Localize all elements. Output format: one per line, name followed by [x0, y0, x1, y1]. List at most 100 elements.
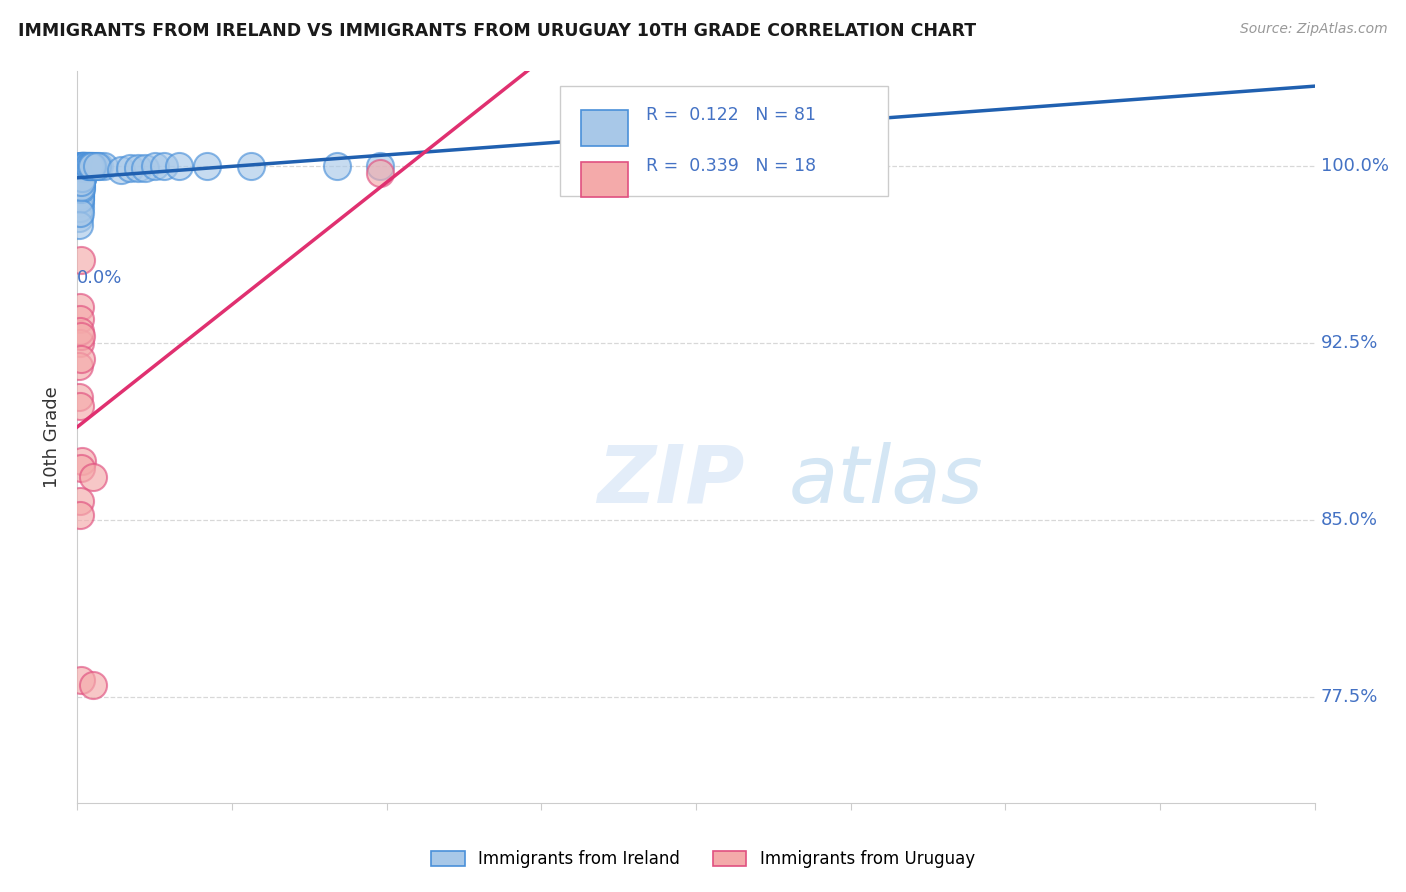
Point [76, 159, 98, 173]
Point [69, 192, 91, 206]
Point [83, 159, 105, 173]
Text: R =  0.339   N = 18: R = 0.339 N = 18 [647, 158, 817, 176]
Point [69, 493, 91, 508]
Point [69, 182, 91, 196]
Point [69, 180, 91, 194]
Point [69, 173, 91, 187]
Y-axis label: 10th Grade: 10th Grade [44, 386, 62, 488]
Point [69, 301, 91, 315]
Point [70, 166, 93, 180]
Text: Source: ZipAtlas.com: Source: ZipAtlas.com [1240, 22, 1388, 37]
Text: R =  0.122   N = 81: R = 0.122 N = 81 [647, 106, 817, 124]
Point [195, 159, 218, 173]
Point [69, 352, 91, 367]
Point [93, 159, 115, 173]
Point [73, 161, 96, 175]
Point [69, 312, 91, 326]
FancyBboxPatch shape [581, 111, 628, 145]
Point [70, 161, 93, 175]
Point [69, 170, 91, 185]
Point [69, 182, 91, 196]
Text: 77.5%: 77.5% [1320, 688, 1378, 706]
Point [69, 175, 91, 189]
Point [80, 159, 103, 173]
Point [69, 163, 91, 178]
Point [69, 168, 91, 182]
Point [70, 673, 93, 687]
Point [370, 166, 392, 180]
Point [82, 678, 104, 692]
Point [70, 161, 93, 175]
Text: 100.0%: 100.0% [1320, 157, 1389, 175]
Point [70, 170, 93, 185]
Point [69, 218, 91, 232]
Point [69, 182, 91, 196]
Point [73, 159, 96, 173]
Point [70, 161, 93, 175]
Point [70, 159, 93, 173]
Point [70, 328, 93, 343]
Point [69, 163, 91, 178]
Point [69, 400, 91, 414]
Point [127, 161, 149, 175]
Point [86, 159, 108, 173]
Point [239, 159, 262, 173]
Point [69, 178, 91, 192]
Point [72, 159, 94, 173]
Point [72, 163, 94, 178]
Point [75, 159, 97, 173]
Point [69, 196, 91, 211]
Point [69, 175, 91, 189]
Point [370, 159, 392, 173]
Point [79, 159, 101, 173]
Point [77, 159, 100, 173]
Point [326, 159, 349, 173]
Point [69, 175, 91, 189]
Point [70, 159, 93, 173]
Point [82, 159, 104, 173]
Point [72, 159, 94, 173]
Point [72, 159, 94, 173]
Point [143, 159, 166, 173]
Point [70, 175, 93, 189]
Point [77, 159, 100, 173]
Point [69, 173, 91, 187]
Legend: Immigrants from Ireland, Immigrants from Uruguay: Immigrants from Ireland, Immigrants from… [425, 844, 981, 875]
Point [69, 324, 91, 338]
Point [72, 163, 94, 178]
Point [69, 206, 91, 220]
Point [72, 170, 94, 185]
Point [70, 159, 93, 173]
Text: atlas: atlas [789, 442, 984, 520]
Text: 85.0%: 85.0% [1320, 510, 1378, 529]
Point [69, 166, 91, 180]
Point [69, 335, 91, 350]
Point [118, 161, 141, 175]
Point [70, 253, 93, 268]
Point [82, 159, 104, 173]
Point [87, 159, 110, 173]
Point [69, 189, 91, 203]
Point [70, 168, 93, 182]
FancyBboxPatch shape [560, 86, 887, 195]
Point [70, 170, 93, 185]
FancyBboxPatch shape [581, 161, 628, 197]
Point [169, 159, 191, 173]
Point [82, 470, 104, 484]
Point [153, 159, 176, 173]
Point [70, 453, 93, 467]
Point [110, 163, 132, 178]
Point [72, 161, 94, 175]
Point [72, 159, 94, 173]
Point [69, 201, 91, 215]
Point [69, 185, 91, 199]
Point [69, 192, 91, 206]
Point [69, 460, 91, 475]
Point [69, 508, 91, 522]
Point [69, 180, 91, 194]
Point [73, 159, 96, 173]
Point [69, 189, 91, 203]
Point [69, 187, 91, 202]
Point [70, 178, 93, 192]
Point [69, 359, 91, 374]
